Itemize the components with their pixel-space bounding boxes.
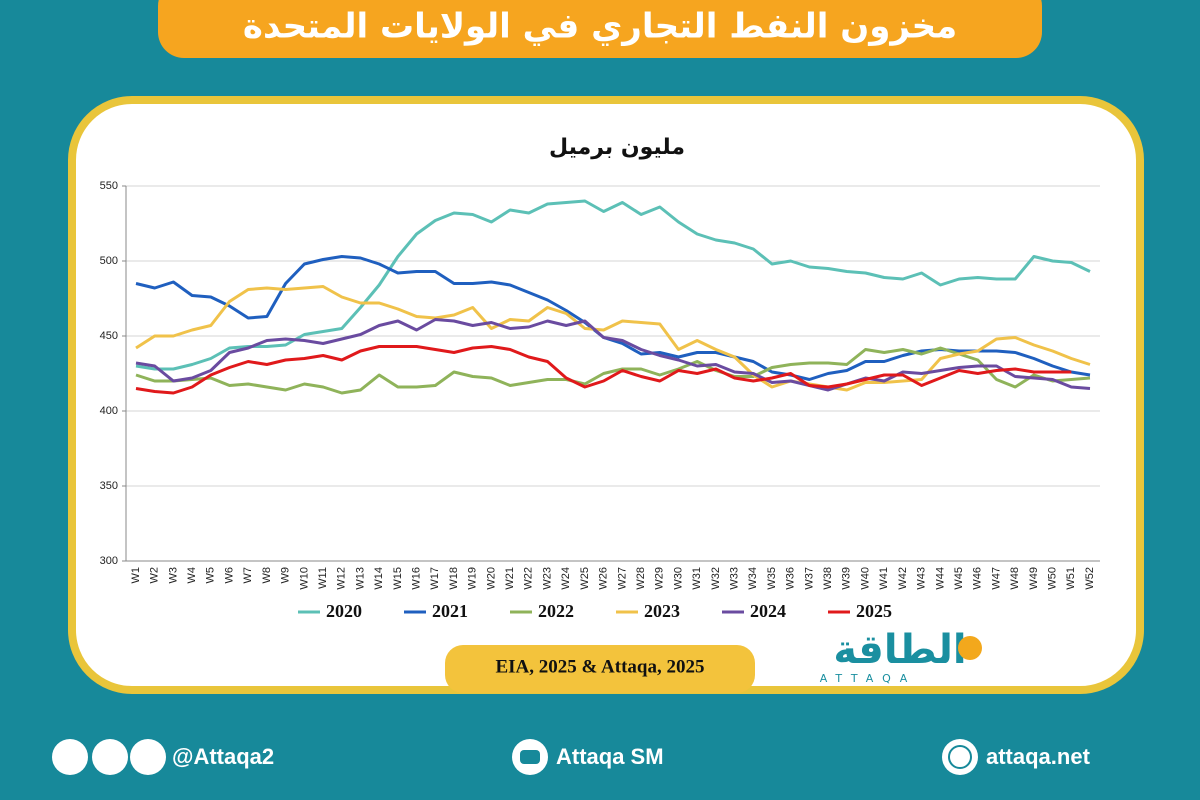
x-tick-label: W7 [242,567,254,584]
x-tick-label: W21 [504,567,516,590]
x-tick-label: W46 [972,567,984,590]
x-tick-label: W41 [878,567,890,590]
x-tick-label: W17 [429,567,441,590]
x-tick-label: W45 [953,567,965,590]
legend-label: 2020 [326,601,362,621]
source-box [445,645,755,693]
x-tick-label: W25 [579,567,591,590]
y-tick-label: 350 [100,480,118,492]
panel [68,96,1144,694]
facebook-icon[interactable] [130,739,166,775]
x-tick-label: W1 [130,567,142,584]
series-line [135,346,1091,395]
logo-latin: ATTAQA [820,672,917,685]
y-tick-label: 300 [100,555,118,567]
x-tick-label: W42 [897,567,909,590]
x-tick-label: W2 [149,567,161,584]
x-tick-label: W50 [1046,567,1058,590]
series-line [135,285,1091,392]
x-tick-label: W12 [336,567,348,590]
x-tick-label: W29 [654,567,666,590]
youtube-glyph [520,750,540,764]
x-tick-label: W9 [280,567,292,584]
x-tick-label: W19 [467,567,479,590]
globe-glyph [948,745,972,769]
legend-label: 2023 [644,601,680,621]
x-tick-label: W8 [261,567,273,584]
x-tick-label: W36 [785,567,797,590]
social-handle[interactable]: @Attaqa2 [172,744,274,769]
instagram-icon[interactable] [92,739,128,775]
legend-label: 2024 [750,601,786,621]
y-tick-label: 400 [100,405,118,417]
x-tick-label: W5 [205,567,217,584]
x-tick-label: W18 [448,567,460,590]
x-icon[interactable] [52,739,88,775]
x-tick-label: W23 [541,567,553,590]
x-tick-label: W47 [990,567,1002,590]
legend-label: 2021 [432,601,468,621]
x-tick-label: W38 [822,567,834,590]
x-tick-label: W6 [223,567,235,584]
x-tick-label: W4 [186,567,198,584]
legend-label: 2025 [856,601,892,621]
logo-name: الطاقة [833,627,966,673]
y-tick-label: 550 [100,180,118,192]
series-line [135,345,1072,395]
title-banner [158,0,1042,58]
x-tick-label: W28 [635,567,647,590]
x-tick-label: W14 [373,567,385,590]
x-tick-label: W40 [859,567,871,590]
x-tick-label: W3 [167,567,179,584]
x-tick-label: W10 [298,567,310,590]
x-tick-label: W49 [1028,567,1040,590]
x-tick-label: W43 [916,567,928,590]
x-tick-label: W35 [766,567,778,590]
x-tick-label: W22 [523,567,535,590]
unit-label: مليون برميل [549,135,685,160]
title: مخزون النفط التجاري في الولايات المتحدة [243,7,957,47]
x-tick-label: W15 [392,567,404,590]
x-tick-label: W33 [728,567,740,590]
x-tick-label: W37 [803,567,815,590]
footer: @Attaqa2 Attaqa SM attaqa.net [52,739,1091,775]
x-tick-label: W20 [485,567,497,590]
x-tick-label: W51 [1065,567,1077,590]
x-tick-label: W26 [598,567,610,590]
x-tick-label: W34 [747,567,759,590]
x-tick-label: W30 [672,567,684,590]
series-line [135,318,1091,392]
x-tick-label: W24 [560,567,572,590]
x-tick-label: W44 [934,567,946,590]
x-tick-label: W31 [691,567,703,590]
youtube-handle[interactable]: Attaqa SM [556,744,664,769]
website[interactable]: attaqa.net [986,744,1091,769]
legend-label: 2022 [538,601,574,621]
x-tick-label: W39 [841,567,853,590]
x-tick-label: W11 [317,567,329,589]
globe-icon[interactable] [942,739,978,775]
y-tick-label: 500 [100,255,118,267]
logo-icon [958,636,982,660]
x-tick-label: W32 [710,567,722,590]
y-tick-label: 450 [100,330,118,342]
x-tick-label: W48 [1009,567,1021,590]
plot: 300 350 400 450 500 550 W1 W2 W3 W4 W5 W6 W7 W8 W9 W10 W… [100,180,1100,590]
x-tick-label: W16 [410,567,422,590]
x-tick-label: W27 [616,567,628,590]
x-tick-label: W13 [354,567,366,590]
source: EIA, 2025 & Attaqa, 2025 [495,656,704,677]
x-tick-label: W52 [1084,567,1096,590]
